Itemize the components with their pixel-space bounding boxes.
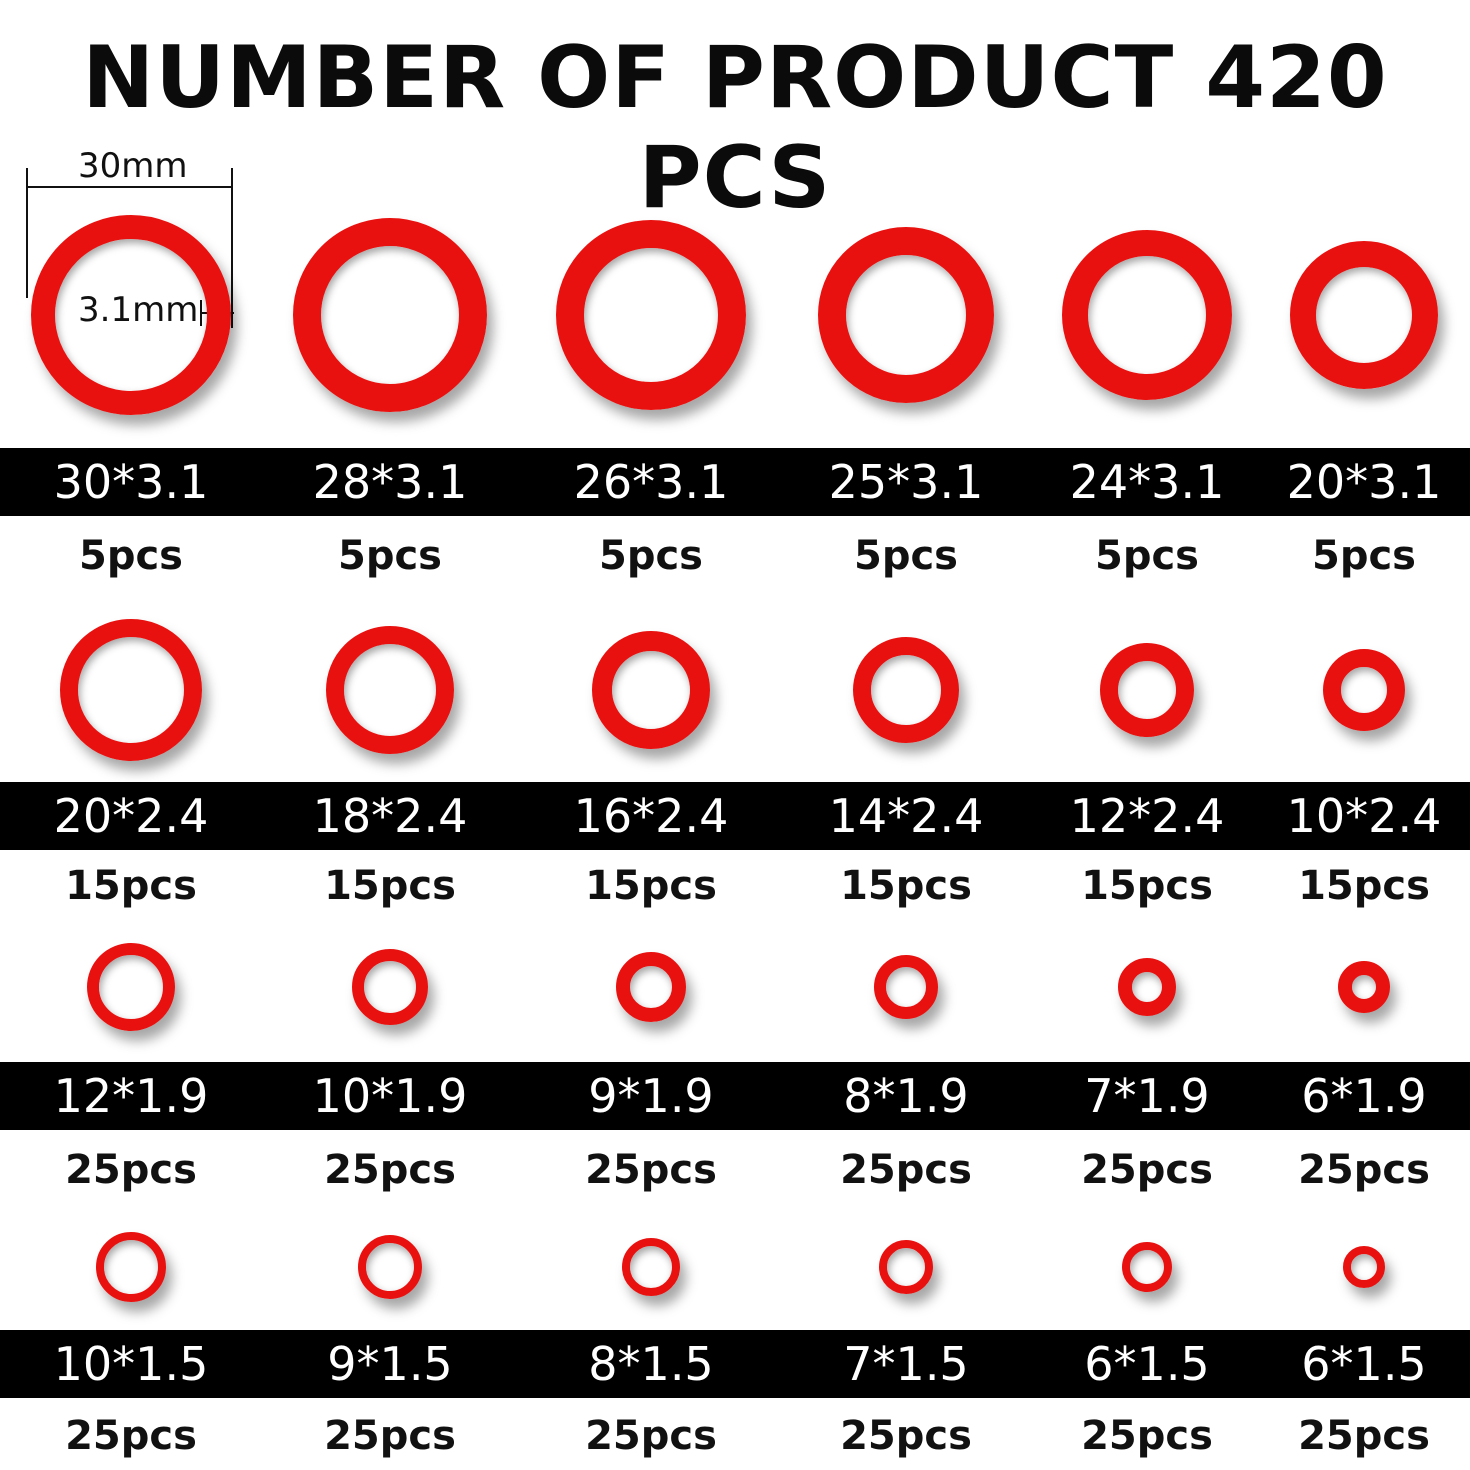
o-ring-icon (879, 1240, 933, 1294)
quantity-label: 5pcs (338, 533, 442, 579)
quantity-label: 25pcs (585, 1147, 717, 1193)
quantity-label: 5pcs (1095, 533, 1199, 579)
quantity-label: 5pcs (79, 533, 183, 579)
quantity-label: 25pcs (1081, 1147, 1213, 1193)
o-ring-icon (96, 1232, 166, 1302)
size-label: 10*2.4 (1286, 789, 1442, 843)
o-ring-icon (60, 619, 202, 761)
quantity-label: 25pcs (324, 1413, 456, 1459)
quantity-label: 25pcs (1298, 1147, 1430, 1193)
size-label: 14*2.4 (828, 789, 984, 843)
quantity-label: 25pcs (840, 1147, 972, 1193)
o-ring-icon (358, 1235, 422, 1299)
size-label: 7*1.9 (1084, 1069, 1210, 1123)
size-band-row-3 (0, 1062, 1470, 1130)
size-label: 26*3.1 (573, 455, 729, 509)
o-ring-icon (1338, 961, 1390, 1013)
dimension-left-tick (26, 168, 28, 298)
size-label: 18*2.4 (312, 789, 468, 843)
quantity-label: 5pcs (1312, 533, 1416, 579)
o-ring-icon (874, 955, 938, 1019)
quantity-label: 25pcs (65, 1413, 197, 1459)
size-label: 12*1.9 (53, 1069, 209, 1123)
quantity-label: 25pcs (840, 1413, 972, 1459)
quantity-label: 25pcs (1298, 1413, 1430, 1459)
o-ring-icon (1323, 649, 1405, 731)
outer-diameter-label: 30mm (78, 146, 188, 186)
size-label: 10*1.9 (312, 1069, 468, 1123)
size-band-row-2 (0, 782, 1470, 850)
o-ring-icon (1343, 1246, 1385, 1288)
o-ring-icon (1118, 958, 1176, 1016)
size-label: 16*2.4 (573, 789, 729, 843)
size-label: 12*2.4 (1069, 789, 1225, 843)
o-ring-icon (293, 218, 487, 412)
o-ring-icon (622, 1238, 680, 1296)
quantity-label: 15pcs (840, 863, 972, 909)
size-label: 24*3.1 (1069, 455, 1225, 509)
o-ring-icon (87, 943, 175, 1031)
o-ring-icon (1062, 230, 1232, 400)
o-ring-icon (31, 215, 231, 415)
size-band-row-1 (0, 448, 1470, 516)
size-label: 20*2.4 (53, 789, 209, 843)
o-ring-icon (616, 952, 686, 1022)
quantity-label: 15pcs (1081, 863, 1213, 909)
o-ring-icon (352, 949, 428, 1025)
size-band-row-4 (0, 1330, 1470, 1398)
o-ring-icon (1100, 643, 1194, 737)
quantity-label: 15pcs (585, 863, 717, 909)
size-label: 28*3.1 (312, 455, 468, 509)
size-label: 30*3.1 (53, 455, 209, 509)
quantity-label: 25pcs (324, 1147, 456, 1193)
o-ring-icon (853, 637, 959, 743)
o-ring-icon (1122, 1242, 1172, 1292)
size-label: 9*1.9 (588, 1069, 714, 1123)
quantity-label: 25pcs (65, 1147, 197, 1193)
o-ring-icon (818, 227, 994, 403)
quantity-label: 25pcs (1081, 1413, 1213, 1459)
dimension-right-tick (231, 168, 233, 328)
size-label: 7*1.5 (843, 1337, 969, 1391)
size-label: 20*3.1 (1286, 455, 1442, 509)
dimension-width-line (26, 186, 233, 188)
size-label: 10*1.5 (53, 1337, 209, 1391)
page-title: NUMBER OF PRODUCT 420 PCS (82, 28, 1388, 228)
quantity-label: 15pcs (65, 863, 197, 909)
size-label: 8*1.5 (588, 1337, 714, 1391)
size-label: 6*1.9 (1301, 1069, 1427, 1123)
o-ring-icon (556, 220, 746, 410)
size-label: 8*1.9 (843, 1069, 969, 1123)
quantity-label: 5pcs (854, 533, 958, 579)
size-label: 6*1.5 (1301, 1337, 1427, 1391)
quantity-label: 25pcs (585, 1413, 717, 1459)
size-label: 25*3.1 (828, 455, 984, 509)
size-label: 6*1.5 (1084, 1337, 1210, 1391)
quantity-label: 5pcs (599, 533, 703, 579)
o-ring-icon (1290, 241, 1438, 389)
o-ring-icon (592, 631, 710, 749)
quantity-label: 15pcs (1298, 863, 1430, 909)
o-ring-icon (326, 626, 454, 754)
size-label: 9*1.5 (327, 1337, 453, 1391)
quantity-label: 15pcs (324, 863, 456, 909)
